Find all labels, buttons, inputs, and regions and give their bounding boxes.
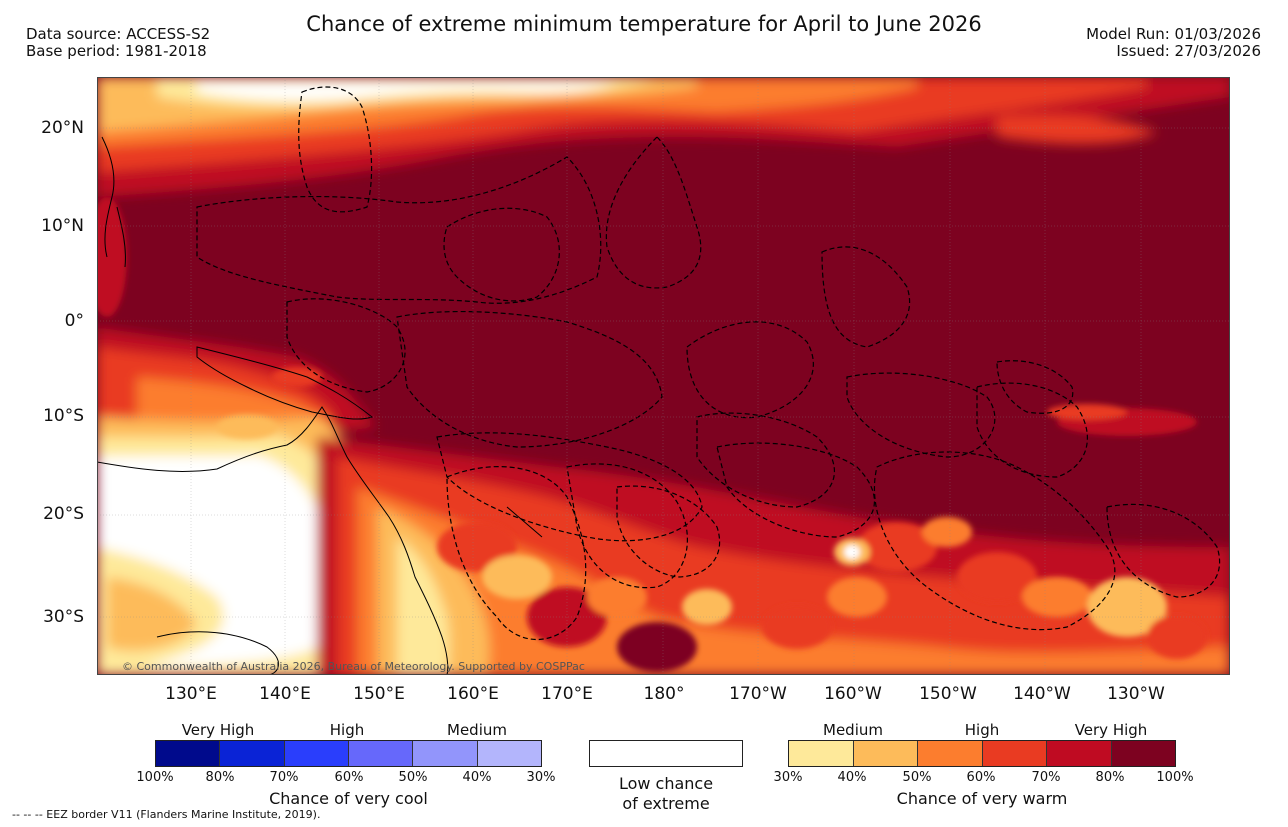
lon-label: 180° — [643, 684, 685, 704]
eez-footnote: -- -- -- EEZ border V11 (Flanders Marine… — [12, 808, 321, 821]
lon-label: 150°E — [353, 684, 405, 704]
warm-swatch — [1047, 741, 1112, 766]
cool-swatch — [156, 741, 221, 766]
lat-label: 0° — [64, 311, 84, 331]
warm-swatch — [982, 741, 1047, 766]
lon-label: 160°W — [824, 684, 882, 704]
warm-caption: Chance of very warm — [896, 789, 1068, 808]
cool-tick: 50% — [398, 770, 428, 785]
australia-coastline — [97, 406, 449, 675]
data-source: Data source: ACCESS-S2 — [26, 25, 211, 43]
base-period: Base period: 1981-2018 — [26, 42, 207, 60]
cool-swatch — [348, 741, 414, 766]
cool-tick: 100% — [136, 770, 174, 785]
model-run: Model Run: 01/03/2026 — [1086, 25, 1261, 43]
lon-label: 150°W — [919, 684, 977, 704]
lon-label: 140°W — [1013, 684, 1071, 704]
warm-swatch — [918, 741, 983, 766]
cool-tick: 70% — [269, 770, 299, 785]
lat-label: 10°S — [43, 406, 84, 426]
graticule — [97, 77, 1230, 675]
warm-tick: 100% — [1156, 770, 1194, 785]
lon-label: 170°W — [729, 684, 787, 704]
cool-colorbar — [155, 740, 542, 767]
probability-map[interactable] — [97, 77, 1230, 675]
philippines-coastline — [101, 136, 126, 268]
lat-label: 20°N — [41, 118, 84, 138]
run-info: Model Run: 01/03/2026 Issued: 27/03/2026 — [1086, 26, 1261, 60]
lat-label: 20°S — [43, 504, 84, 524]
warm-colorbar — [788, 740, 1176, 767]
warm-tick: 40% — [837, 770, 867, 785]
warm-tick: 70% — [1031, 770, 1061, 785]
lon-label: 130°E — [165, 684, 217, 704]
map-title: Chance of extreme minimum temperature fo… — [306, 12, 982, 36]
lat-label: 30°S — [43, 607, 84, 627]
issued-date: Issued: 27/03/2026 — [1116, 42, 1261, 60]
lat-label: 10°N — [41, 216, 84, 236]
cool-tick: 40% — [462, 770, 492, 785]
lon-label: 170°E — [541, 684, 593, 704]
cool-tick: 30% — [526, 770, 556, 785]
cool-swatch — [477, 741, 541, 766]
cool-swatch — [413, 741, 478, 766]
warm-swatch — [853, 741, 918, 766]
cool-level-label: Very High — [181, 721, 255, 739]
new-guinea-coastline — [196, 346, 374, 420]
lon-label: 130°W — [1107, 684, 1165, 704]
cool-swatch — [220, 741, 285, 766]
cool-caption: Chance of very cool — [269, 789, 428, 808]
warm-level-label: Medium — [823, 721, 883, 739]
warm-swatch — [789, 741, 854, 766]
warm-level-label: Very High — [1074, 721, 1148, 739]
cool-tick: 80% — [205, 770, 235, 785]
cool-level-label: High — [329, 721, 365, 739]
warm-tick: 60% — [966, 770, 996, 785]
copyright-notice: © Commonwealth of Australia 2026, Bureau… — [122, 660, 585, 673]
eez-borders — [196, 86, 1221, 640]
warm-level-label: High — [964, 721, 1000, 739]
low-chance-swatch — [589, 740, 743, 767]
warm-tick: 30% — [773, 770, 803, 785]
source-info: Data source: ACCESS-S2 Base period: 1981… — [26, 26, 210, 60]
warm-tick: 50% — [902, 770, 932, 785]
lon-label: 160°E — [447, 684, 499, 704]
lon-label: 140°E — [259, 684, 311, 704]
cool-tick: 60% — [334, 770, 364, 785]
cool-swatch — [284, 741, 349, 766]
cool-level-label: Medium — [447, 721, 507, 739]
warm-tick: 80% — [1095, 770, 1125, 785]
warm-swatch — [1111, 741, 1175, 766]
low-chance-caption: Low chance of extreme — [618, 774, 714, 813]
